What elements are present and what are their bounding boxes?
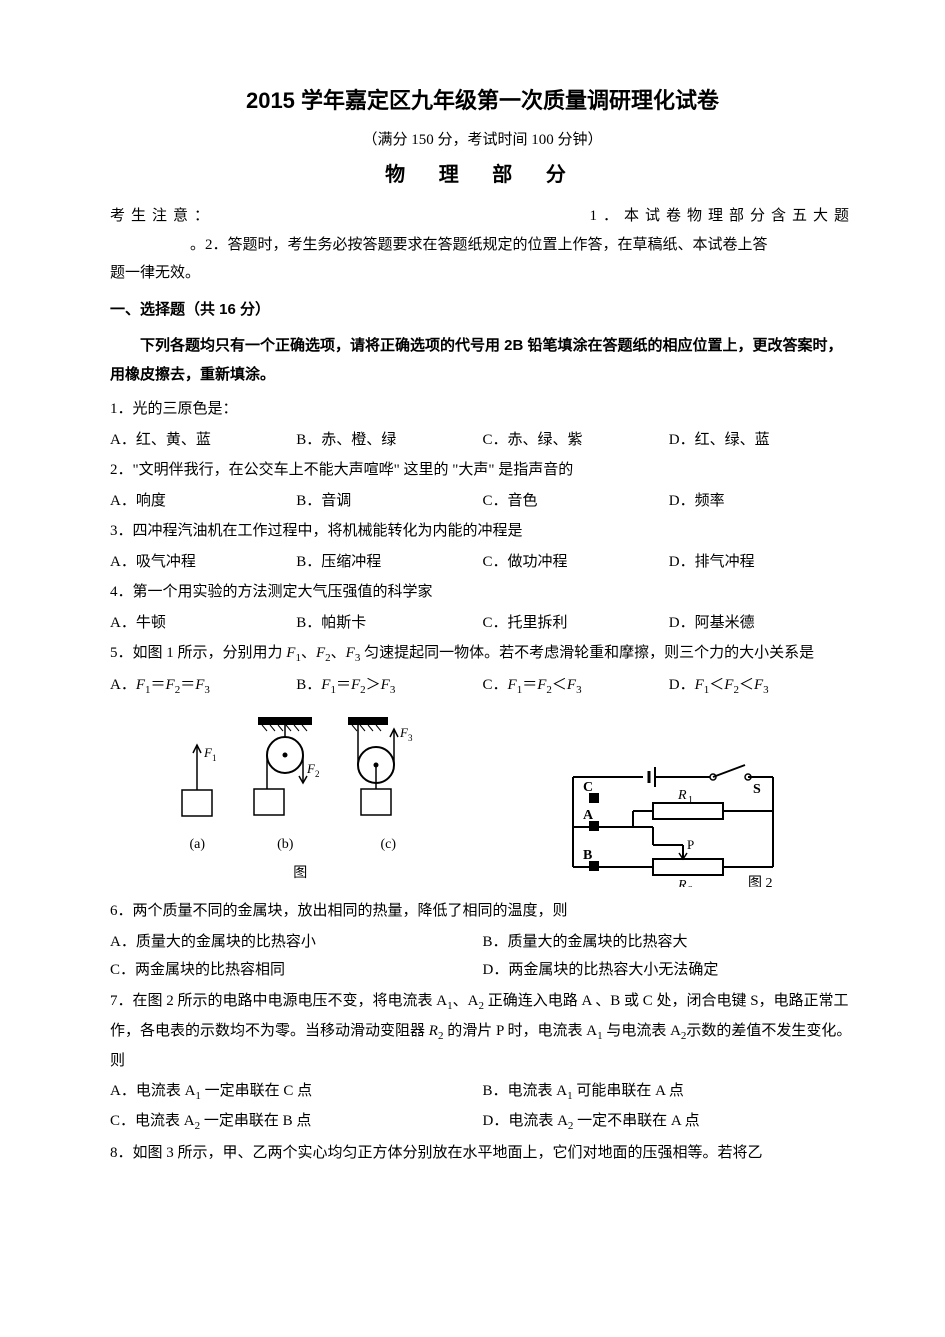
q7-option-d: D．电流表 A2 一定不串联在 A 点 [483,1107,856,1137]
question-1: 1．光的三原色是： [110,395,855,424]
q6-option-d: D．两金属块的比热容大小无法确定 [483,956,856,985]
figure-1a-label: (a) [172,832,222,859]
physics-section-title: 物 理 部 分 [110,156,855,194]
q6-option-b: B．质量大的金属块的比热容大 [483,928,856,957]
figure-1c-label: (c) [348,832,428,859]
svg-text:2: 2 [688,885,693,887]
figure-1b-svg: F 2 [250,715,320,830]
question-2-options: A．响度 B．音调 C．音色 D．频率 [110,487,855,516]
q4-option-a: A．牛顿 [110,609,296,638]
svg-text:P: P [687,837,694,852]
section-1-instruction: 下列各题均只有一个正确选项，请将正确选项的代号用 2B 铅笔填涂在答题纸的相应位… [110,332,855,389]
q5-option-a: A．F1＝F2＝F3 [110,671,296,701]
question-5: 5．如图 1 所示，分别用力 F1、F2、F3 匀速提起同一物体。若不考虑滑轮重… [110,639,855,669]
q7-text-4: 的滑片 P 时，电流表 A [443,1023,597,1039]
section-1-heading: 一、选择题（共 16 分） [110,296,855,325]
q3-option-d: D．排气冲程 [669,548,855,577]
question-8: 8．如图 3 所示，甲、乙两个实心均匀正方体分别放在水平地面上，它们对地面的压强… [110,1139,855,1168]
q1-option-d: D．红、绿、蓝 [669,426,855,455]
question-4-options: A．牛顿 B．帕斯卡 C．托里拆利 D．阿基米德 [110,609,855,638]
q3-option-c: C．做功冲程 [483,548,669,577]
q7-text-1: 7．在图 2 所示的电路中电源电压不变，将电流表 A [110,993,447,1009]
svg-text:R: R [677,878,687,887]
q1-option-a: A．红、黄、蓝 [110,426,296,455]
q1-option-b: B．赤、橙、绿 [296,426,482,455]
figures-row: F 1 (a) F 2 [110,715,855,887]
q5-option-b: B．F1＝F2＞F3 [296,671,482,701]
q4-option-b: B．帕斯卡 [296,609,482,638]
q5-text-post: 匀速提起同一物体。若不考虑滑轮重和摩擦，则三个力的大小关系是 [360,645,814,661]
question-3: 3．四冲程汽油机在工作过程中，将机械能转化为内能的冲程是 [110,517,855,546]
notice-item-2: 。2．答题时，考生务必按答题要求在答题纸规定的位置上作答，在草稿纸、本试卷上答 [110,231,855,260]
q3-option-a: A．吸气冲程 [110,548,296,577]
notice-label: 考生注意： [110,202,215,231]
figure-1b-label: (b) [250,832,320,859]
figure-1c: F 3 (c) [348,715,428,859]
q7-option-c: C．电流表 A2 一定串联在 B 点 [110,1107,483,1137]
svg-text:1: 1 [212,753,217,763]
q5-option-d: D．F1＜F2＜F3 [669,671,855,701]
svg-text:C: C [583,780,593,795]
question-2: 2．"文明伴我行，在公交车上不能大声喧哗" 这里的 "大声" 是指声音的 [110,456,855,485]
svg-text:2: 2 [315,769,320,779]
question-4: 4．第一个用实验的方法测定大气压强值的科学家 [110,578,855,607]
exam-subtitle: （满分 150 分，考试时间 100 分钟） [110,126,855,155]
figure-1c-svg: F 3 [348,715,428,830]
q6-option-c: C．两金属块的比热容相同 [110,956,483,985]
svg-text:S: S [753,782,761,797]
q2-option-a: A．响度 [110,487,296,516]
q4-option-d: D．阿基米德 [669,609,855,638]
figure-1-group: F 1 (a) F 2 [172,715,428,887]
q4-option-c: C．托里拆利 [483,609,669,638]
q5-option-c: C．F1＝F2＜F3 [483,671,669,701]
svg-text:3: 3 [408,733,413,743]
svg-text:R: R [677,788,687,803]
q5-text-pre: 5．如图 1 所示，分别用力 [110,645,286,661]
q3-option-b: B．压缩冲程 [296,548,482,577]
exam-title: 2015 学年嘉定区九年级第一次质量调研理化试卷 [110,80,855,122]
question-7-options: A．电流表 A1 一定串联在 C 点 B．电流表 A1 可能串联在 A 点 C．… [110,1077,855,1137]
svg-text:1: 1 [688,795,693,806]
figure-1a-svg: F 1 [172,735,222,830]
q2-option-d: D．频率 [669,487,855,516]
q7-option-a: A．电流表 A1 一定串联在 C 点 [110,1077,483,1107]
question-6-options: A．质量大的金属块的比热容小 B．质量大的金属块的比热容大 C．两金属块的比热容… [110,928,855,985]
q7-r2: R [429,1023,438,1039]
notice-item-3: 题一律无效。 [110,259,855,288]
question-1-options: A．红、黄、蓝 B．赤、橙、绿 C．赤、绿、紫 D．红、绿、蓝 [110,426,855,455]
q2-option-b: B．音调 [296,487,482,516]
q2-option-c: C．音色 [483,487,669,516]
question-5-options: A．F1＝F2＝F3 B．F1＝F2＞F3 C．F1＝F2＜F3 D．F1＜F2… [110,671,855,701]
figure-2: C S A R 1 B P R 2 图 2 [553,757,793,887]
q1-option-c: C．赤、绿、紫 [483,426,669,455]
svg-text:B: B [583,848,592,863]
question-6: 6．两个质量不同的金属块，放出相同的热量，降低了相同的温度，则 [110,897,855,926]
figure-2-svg: C S A R 1 B P R 2 图 2 [553,757,793,887]
q7-text-2: 、A [453,993,479,1009]
figure-1-caption: 图 [172,861,428,888]
svg-text:A: A [583,808,594,823]
q7-option-b: B．电流表 A1 可能串联在 A 点 [483,1077,856,1107]
figure-1b: F 2 (b) [250,715,320,859]
q7-text-5: 与电流表 A [603,1023,681,1039]
svg-text:图 2: 图 2 [748,876,773,887]
question-7: 7．在图 2 所示的电路中电源电压不变，将电流表 A1、A2 正确连入电路 A … [110,987,855,1075]
q6-option-a: A．质量大的金属块的比热容小 [110,928,483,957]
question-3-options: A．吸气冲程 B．压缩冲程 C．做功冲程 D．排气冲程 [110,548,855,577]
figure-1a: F 1 (a) [172,735,222,859]
notice-line-1: 考生注意： 1．本试卷物理部分含五大题 [110,202,855,231]
notice-item-1: 1．本试卷物理部分含五大题 [589,202,855,231]
